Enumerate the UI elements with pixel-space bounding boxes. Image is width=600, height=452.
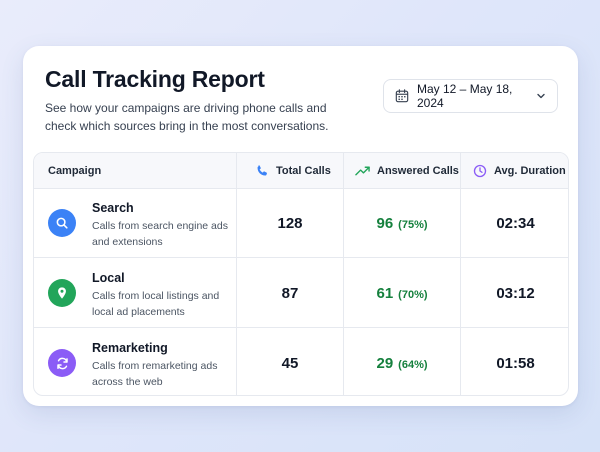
avg-duration-cell: 01:58: [461, 329, 568, 395]
column-header-avg-duration: Avg. Duration: [473, 153, 566, 189]
column-label-total-calls: Total Calls: [276, 165, 331, 177]
campaign-name: Search: [92, 201, 134, 215]
report-card: Call Tracking Report See how your campai…: [23, 46, 578, 406]
date-range-picker[interactable]: May 12 – May 18, 2024: [383, 79, 558, 113]
column-header-answered-calls: Answered Calls: [355, 153, 459, 189]
phone-icon: [257, 165, 267, 176]
avg-duration-value: 03:12: [496, 285, 535, 302]
answered-calls-cell: 96 (75%): [344, 189, 460, 258]
avg-duration-value: 02:34: [496, 215, 535, 232]
campaign-table: Campaign Total Calls Answered Calls: [33, 152, 569, 396]
total-calls-cell: 87: [237, 259, 343, 328]
total-calls-value: 45: [281, 355, 299, 372]
calendar-icon: [395, 89, 409, 103]
total-calls-value: 87: [281, 285, 299, 302]
answered-calls-percent: (70%): [398, 288, 428, 301]
trending-up-icon: [355, 166, 370, 176]
campaign-description: Calls from search engine ads and extensi…: [92, 220, 228, 248]
column-header-total-calls: Total Calls: [255, 153, 331, 189]
chevron-down-icon: [537, 93, 545, 99]
clock-icon: [473, 164, 487, 178]
campaign-name: Local: [92, 271, 125, 285]
table-row-remarketing[interactable]: Remarketing Calls from remarketing ads a…: [34, 329, 568, 395]
column-label-campaign: Campaign: [48, 165, 102, 177]
campaign-description: Calls from remarketing ads across the we…: [92, 360, 218, 388]
avg-duration-cell: 03:12: [461, 259, 568, 328]
campaign-name: Remarketing: [92, 341, 168, 355]
date-range-label: May 12 – May 18, 2024: [417, 82, 513, 110]
answered-calls-percent: (64%): [398, 358, 428, 371]
total-calls-cell: 128: [237, 189, 343, 258]
page-title: Call Tracking Report: [45, 66, 265, 92]
table-header: Campaign Total Calls Answered Calls: [34, 153, 568, 189]
avg-duration-cell: 02:34: [461, 189, 568, 258]
column-label-avg-duration: Avg. Duration: [494, 165, 566, 177]
column-divider: [343, 153, 344, 395]
total-calls-value: 128: [277, 215, 303, 232]
column-label-answered-calls: Answered Calls: [377, 165, 459, 177]
location-pin-icon: [48, 279, 76, 307]
table-row-local[interactable]: Local Calls from local listings and loca…: [34, 259, 568, 328]
answered-calls-percent: (75%): [398, 218, 428, 231]
refresh-icon: [48, 349, 76, 377]
table-row-search[interactable]: Search Calls from search engine ads and …: [34, 189, 568, 258]
column-divider: [236, 153, 237, 395]
column-header-campaign: Campaign: [48, 153, 101, 189]
page-subtitle: See how your campaigns are driving phone…: [45, 101, 329, 133]
column-divider: [460, 153, 461, 395]
avg-duration-value: 01:58: [496, 355, 535, 372]
campaign-description: Calls from local listings and local ad p…: [92, 290, 220, 318]
answered-calls-value: 61: [376, 285, 394, 302]
total-calls-cell: 45: [237, 329, 343, 395]
answered-calls-value: 96: [376, 215, 394, 232]
search-icon: [48, 209, 76, 237]
answered-calls-value: 29: [376, 355, 394, 372]
answered-calls-cell: 61 (70%): [344, 259, 460, 328]
answered-calls-cell: 29 (64%): [344, 329, 460, 395]
